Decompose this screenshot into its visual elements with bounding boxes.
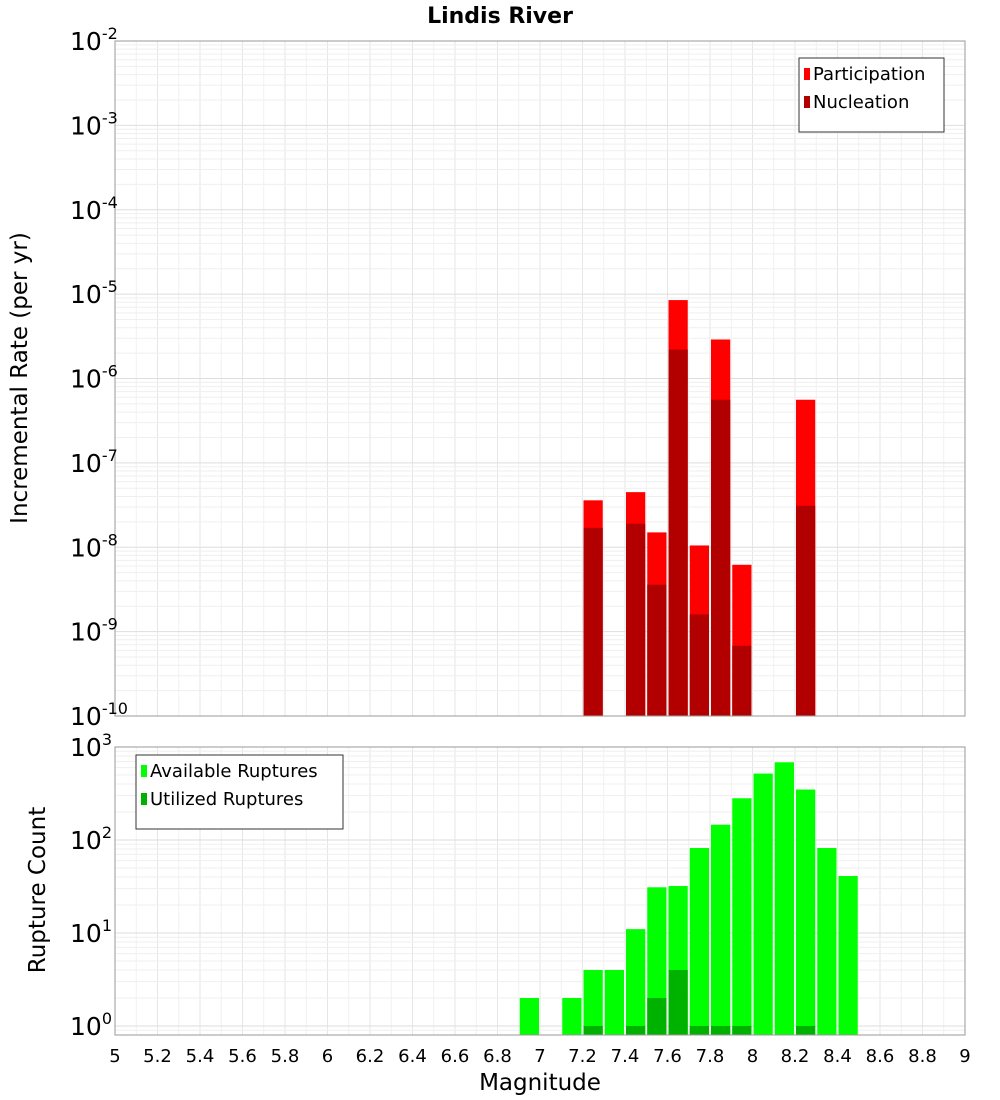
count-bar-secondary [796,1025,816,1035]
rate-y-tick-label: 10-10 [70,699,128,731]
count-y-tick-label: 103 [70,730,112,762]
count-x-tick-label: 5.4 [186,1046,215,1067]
rate-bar-secondary [689,614,709,716]
count-bar-primary [689,848,709,1035]
count-bar-secondary [711,1025,731,1035]
count-x-tick-label: 6.4 [398,1046,427,1067]
rate-legend-swatch [804,68,810,80]
count-x-tick-label: 5.8 [271,1046,300,1067]
count-legend-swatch [141,793,147,805]
count-bar-primary [817,848,837,1035]
count-x-tick-label: 7.4 [611,1046,640,1067]
count-legend-label: Available Ruptures [150,761,318,782]
count-bar-primary [774,762,794,1035]
count-x-tick-label: 6.8 [483,1046,512,1067]
rate-y-tick-label: 10-6 [70,362,118,394]
rate-y-tick-label: 10-5 [70,277,118,309]
rate-panel: 10-2 10-3 10-4 10-5 10-6 10-7 10-8 10-9 10-10 Par… [70,24,966,731]
count-bar-secondary [647,997,667,1035]
rate-y-tick-label: 10-7 [70,446,118,478]
count-bar-primary [711,824,731,1035]
count-bar-primary [562,997,582,1035]
count-bar-primary [604,969,624,1035]
count-x-tick-label: 7.8 [696,1046,725,1067]
top-y-axis-title: Incremental Rate (per yr) [7,232,33,524]
rate-bar-secondary [583,527,603,716]
count-bar-secondary [583,1025,603,1035]
count-bar-secondary [689,1025,709,1035]
count-bar-primary [732,798,752,1035]
count-bar-primary [753,773,773,1035]
rate-legend [798,57,945,133]
count-x-tick-label: 9 [959,1046,970,1067]
count-y-tick-label: 102 [70,823,112,855]
rate-plot-frame [114,40,966,717]
count-bar-secondary [626,1025,646,1035]
chart-title: Lindis River [427,4,573,29]
rate-y-tick-label: 10-4 [70,193,118,225]
count-x-tick-label: 6.6 [441,1046,470,1067]
count-panel: 103 102 101 100 5 5.2 5.4 5.6 5.8 6 6.2 6.4 6.6 6.8 7 7… [70,730,971,1067]
rate-bar-secondary [647,584,667,716]
count-x-tick-label: 8.4 [823,1046,852,1067]
rate-bar-secondary [668,349,688,716]
count-bar-primary [519,997,539,1035]
count-bar-primary [838,876,858,1035]
count-bar-primary [796,789,816,1035]
rate-y-tick-label: 10-3 [70,108,118,140]
rate-bar-secondary [732,645,752,716]
count-x-tick-label: 6 [322,1046,333,1067]
rate-legend-label: Participation [813,64,925,85]
count-x-tick-label: 5.6 [228,1046,257,1067]
count-y-tick-label: 101 [70,916,112,948]
count-plot-frame [114,746,966,1036]
rate-y-tick-label: 10-9 [70,615,118,647]
rate-bar-secondary [626,523,646,716]
x-axis-title: Magnitude [479,1070,601,1096]
count-x-tick-label: 7 [534,1046,545,1067]
count-x-tick-label: 8.2 [781,1046,810,1067]
rate-y-tick-label: 10-8 [70,530,118,562]
count-bar-primary [626,929,646,1035]
rate-bar-secondary [711,399,731,716]
bottom-y-axis-title: Rupture Count [25,807,51,973]
count-x-tick-label: 7.6 [653,1046,682,1067]
count-x-tick-label: 6.2 [356,1046,385,1067]
count-x-tick-label: 8.8 [908,1046,937,1067]
count-x-tick-label: 7.2 [568,1046,597,1067]
count-x-tick-label: 5.2 [143,1046,172,1067]
rate-legend-swatch [804,96,810,108]
count-bar-primary [583,969,603,1035]
count-bar-secondary [732,1025,752,1035]
count-x-tick-label: 8 [747,1046,758,1067]
rate-y-tick-label: 10-2 [70,24,118,56]
count-legend-label: Utilized Ruptures [150,789,303,810]
count-x-tick-label: 8.6 [866,1046,895,1067]
count-legend-swatch [141,765,147,777]
count-x-tick-label: 5 [109,1046,120,1067]
count-legend [135,754,344,830]
count-bar-secondary [668,969,688,1035]
rate-legend-label: Nucleation [813,92,909,113]
rate-bar-secondary [796,505,816,716]
count-y-tick-label: 100 [70,1009,112,1041]
